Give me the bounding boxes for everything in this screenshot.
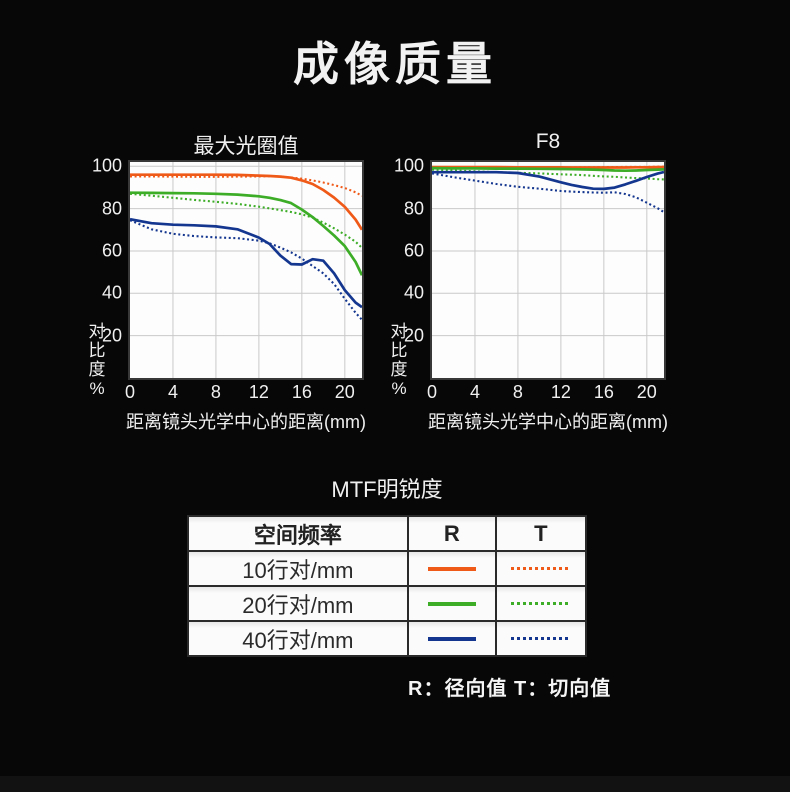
y-tick-label: 80 (403, 198, 424, 219)
line-sample-dotted-orange (510, 567, 571, 570)
row-label-40lpmm: 40行对/mm (187, 620, 409, 657)
x-tick-label: 16 (291, 382, 312, 402)
x-tick-label: 0 (426, 382, 438, 402)
x-tick-label: 20 (636, 382, 657, 402)
y-tick-label: 100 (393, 155, 424, 176)
x-tick-label: 4 (469, 382, 480, 402)
y-axis-title-char: 对 (88, 322, 106, 341)
x-tick-label: 16 (593, 382, 614, 402)
series-20行对/mm R (130, 191, 362, 276)
y-axis-title-char: % (89, 379, 105, 398)
y-axis-tick-labels: 20 40 60 80 100 (386, 156, 426, 378)
line-sample-dotted-green (510, 602, 571, 605)
chart-title-f8: F8 (535, 130, 561, 153)
x-axis-tick-labels: 0 4 8 12 16 20 (427, 382, 664, 404)
line-sample-solid-orange (427, 566, 476, 571)
y-axis-title-char: % (391, 379, 407, 398)
x-tick-label: 20 (334, 382, 355, 402)
series-40行对/mm R (130, 217, 362, 309)
rt-definition-note: R：径向值 T：切向值 (408, 678, 612, 700)
bottom-strip (0, 776, 790, 792)
y-tick-label: 20 (403, 325, 424, 346)
header-radial: R (406, 515, 497, 552)
series-10行对/mm R (130, 173, 362, 231)
y-tick-label: 40 (403, 282, 424, 303)
series-10行对/mm T (130, 175, 362, 197)
row-label-10lpmm: 10行对/mm (187, 550, 409, 587)
row-label-20lpmm: 20行对/mm (187, 585, 409, 622)
series-40行对/mm R (432, 170, 664, 191)
mtf-plot-f8 (430, 160, 666, 380)
series-20行对/mm R (432, 166, 664, 173)
x-tick-label: 0 (124, 382, 136, 402)
header-spatial-frequency: 空间频率 (187, 515, 409, 552)
y-tick-label: 20 (101, 325, 122, 346)
series-20行对/mm T (130, 192, 362, 249)
legend-table-title: MTF明锐度 (331, 477, 443, 502)
x-tick-label: 8 (210, 382, 221, 402)
mtf-plot-max-aperture (128, 160, 364, 380)
y-axis-title-char: 比 (390, 341, 408, 360)
line-sample-solid-blue (427, 636, 476, 641)
y-tick-label: 40 (101, 282, 122, 303)
y-tick-label: 60 (101, 240, 122, 261)
table-header-row: 空间频率 R T (187, 515, 588, 552)
mtf-legend-table: 空间频率 R T 10行对/mm 20行对/mm 40行对/mm (187, 515, 588, 657)
x-tick-label: 12 (550, 382, 571, 402)
table-row: 10行对/mm (187, 550, 588, 587)
y-tick-label: 60 (403, 240, 424, 261)
y-axis-title-char: 度 (88, 360, 106, 379)
y-axis-tick-labels: 20 40 60 80 100 (84, 156, 124, 378)
chart-title-max-aperture: 最大光圈值 (193, 135, 299, 158)
y-tick-label: 80 (101, 198, 122, 219)
x-tick-label: 4 (167, 382, 178, 402)
line-sample-dotted-blue (510, 637, 571, 640)
x-tick-label: 12 (248, 382, 269, 402)
x-axis-title: 距离镜头光学中心的距离(mm) (126, 412, 366, 432)
x-axis-title: 距离镜头光学中心的距离(mm) (428, 412, 668, 432)
x-axis-tick-labels: 0 4 8 12 16 20 (125, 382, 362, 404)
series-10行对/mm T (432, 165, 664, 169)
y-axis-title: 对比度% (388, 322, 410, 398)
y-tick-label: 100 (91, 155, 122, 176)
y-axis-title-char: 度 (390, 360, 408, 379)
mtf-chart-max-aperture: 最大光圈值 对比度% 20 40 60 80 100 0 4 8 12 16 20 距离镜头光学中… (84, 128, 404, 438)
gridlines (130, 162, 362, 378)
y-axis-title-char: 比 (88, 341, 106, 360)
y-axis-title: 对比度% (86, 322, 108, 398)
y-axis-title-char: 对 (390, 322, 408, 341)
table-row: 20行对/mm (187, 585, 588, 622)
line-sample-solid-green (427, 601, 476, 606)
mtf-chart-f8: F8 对比度% 20 40 60 80 100 0 4 8 12 16 20 距离镜头光学中心的距… (386, 128, 706, 438)
series-40行对/mm T (130, 219, 362, 321)
page-title: 成像质量 (293, 38, 497, 90)
table-row: 40行对/mm (187, 620, 588, 657)
x-tick-label: 8 (512, 382, 523, 402)
header-tangential: T (494, 515, 588, 552)
